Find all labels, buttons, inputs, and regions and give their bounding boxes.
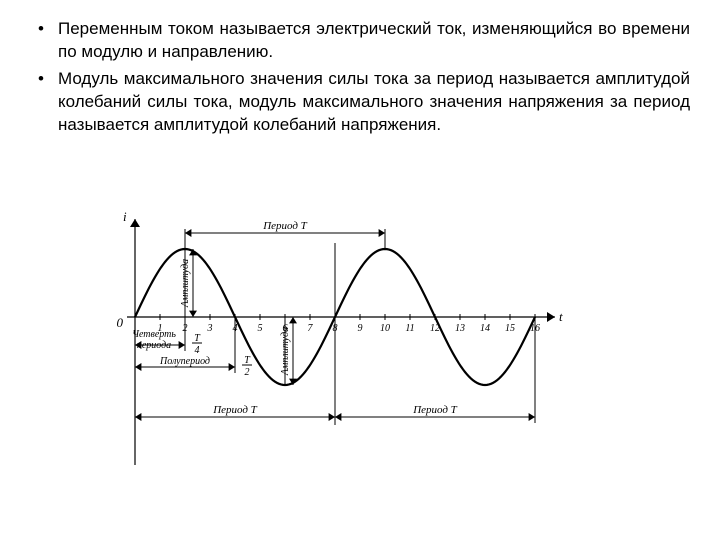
svg-text:i: i bbox=[123, 209, 127, 224]
svg-text:5: 5 bbox=[258, 323, 263, 334]
bullet-item-1: Переменным током называется электрически… bbox=[58, 18, 690, 64]
svg-text:0: 0 bbox=[117, 315, 124, 330]
svg-text:Четверть: Четверть bbox=[132, 329, 176, 340]
svg-text:15: 15 bbox=[505, 323, 515, 334]
svg-text:Период Т: Период Т bbox=[412, 404, 457, 416]
svg-text:2: 2 bbox=[245, 367, 250, 378]
svg-text:10: 10 bbox=[380, 323, 390, 334]
svg-text:13: 13 bbox=[455, 323, 465, 334]
svg-text:T: T bbox=[244, 355, 251, 366]
svg-text:7: 7 bbox=[308, 323, 314, 334]
svg-text:Полупериод: Полупериод bbox=[159, 356, 210, 367]
svg-text:Период Т: Период Т bbox=[212, 404, 257, 416]
bullet-item-2: Модуль максимального значения силы тока … bbox=[58, 68, 690, 137]
svg-text:Амплитуда: Амплитуда bbox=[180, 259, 191, 308]
sine-diagram: it012345678910111213141516Период ТАмплит… bbox=[30, 157, 690, 477]
svg-text:11: 11 bbox=[405, 323, 414, 334]
svg-text:Период Т: Период Т bbox=[262, 220, 307, 232]
svg-text:T: T bbox=[194, 333, 201, 344]
svg-text:9: 9 bbox=[358, 323, 363, 334]
sine-svg: it012345678910111213141516Период ТАмплит… bbox=[80, 157, 640, 477]
svg-text:4: 4 bbox=[195, 345, 200, 356]
svg-text:Амплитуда: Амплитуда bbox=[280, 327, 291, 376]
svg-text:14: 14 bbox=[480, 323, 490, 334]
svg-text:t: t bbox=[559, 309, 563, 324]
bullet-list: Переменным током называется электрически… bbox=[30, 18, 690, 137]
svg-text:3: 3 bbox=[207, 323, 213, 334]
svg-text:периода: периода bbox=[137, 340, 171, 351]
